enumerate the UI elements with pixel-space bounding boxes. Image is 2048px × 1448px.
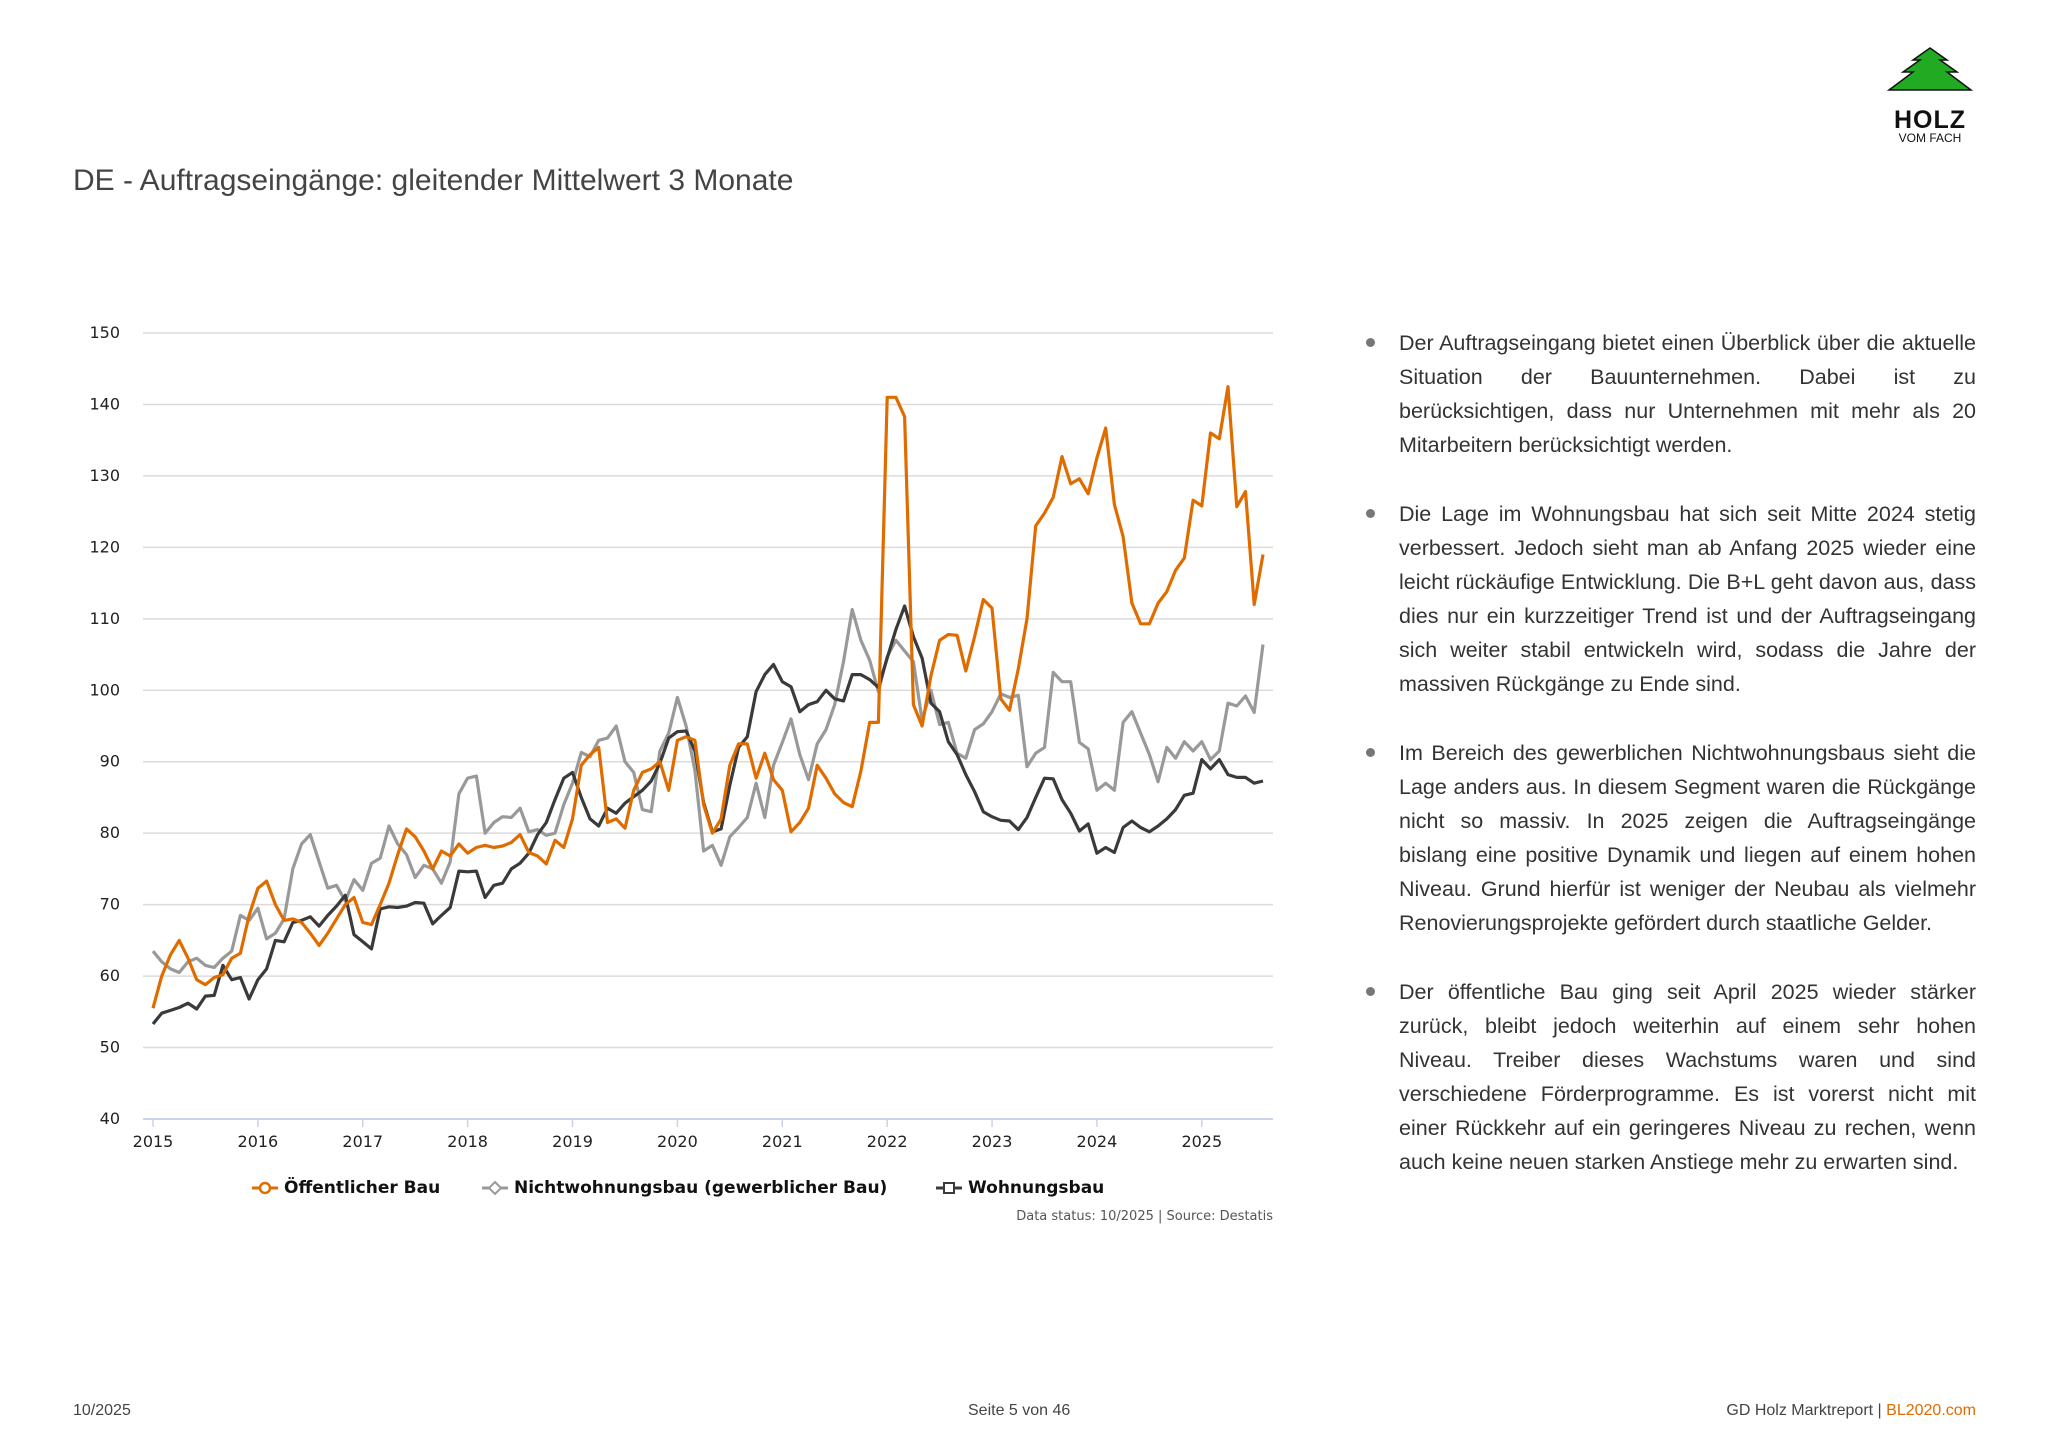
x-tick-label: 2016 <box>238 1132 279 1151</box>
bullet-item: Der öffentliche Bau ging seit April 2025… <box>1366 975 1976 1179</box>
x-tick-label: 2020 <box>657 1132 698 1151</box>
bullet-text: Die Lage im Wohnungsbau hat sich seit Mi… <box>1399 502 1976 696</box>
footer-date: 10/2025 <box>73 1402 131 1419</box>
page-title: DE - Auftragseingänge: gleitender Mittel… <box>73 164 794 197</box>
legend-label: Öffentlicher Bau <box>284 1178 441 1198</box>
y-tick-label: 50 <box>100 1038 120 1057</box>
x-tick-label: 2021 <box>762 1132 803 1151</box>
x-tick-label: 2023 <box>972 1132 1013 1151</box>
series-line-0 <box>151 385 1265 1009</box>
footer-report: GD Holz Marktreport | BL2020.com <box>1726 1402 1976 1420</box>
legend-label: Wohnungsbau <box>968 1178 1105 1198</box>
commentary-list: Der Auftragseingang bietet einen Überbli… <box>1366 326 1976 1214</box>
x-tick-label: 2015 <box>133 1132 174 1151</box>
bullet-text: Im Bereich des gewerblichen Nichtwohnung… <box>1399 741 1976 935</box>
legend-item-oeffentlicher-bau[interactable]: Öffentlicher Bau <box>252 1178 440 1198</box>
y-tick-label: 40 <box>100 1109 120 1128</box>
diamond-marker-icon <box>482 1180 508 1196</box>
y-tick-label: 150 <box>89 323 120 342</box>
legend-item-nichtwohnungsbau[interactable]: Nichtwohnungsbau (gewerblicher Bau) <box>482 1178 887 1198</box>
y-tick-label: 110 <box>89 609 120 628</box>
source-note: Data status: 10/2025 | Source: Destatis <box>1016 1209 1273 1224</box>
y-tick-label: 100 <box>89 680 120 699</box>
bullet-item: Im Bereich des gewerblichen Nichtwohnung… <box>1366 736 1976 940</box>
y-tick-label: 130 <box>89 466 120 485</box>
square-marker-icon <box>936 1182 962 1194</box>
x-tick-label: 2025 <box>1181 1132 1222 1151</box>
bullet-icon <box>1366 509 1375 518</box>
circle-marker-icon <box>252 1181 278 1195</box>
x-tick-label: 2018 <box>447 1132 488 1151</box>
tree-icon <box>1886 47 1974 91</box>
bullet-icon <box>1366 748 1375 757</box>
y-tick-label: 70 <box>100 895 120 914</box>
bullet-icon <box>1366 987 1375 996</box>
bullet-text: Der Auftragseingang bietet einen Überbli… <box>1399 331 1976 457</box>
x-tick-label: 2017 <box>342 1132 383 1151</box>
y-tick-label: 80 <box>100 823 120 842</box>
y-tick-label: 90 <box>100 752 120 771</box>
bullet-icon <box>1366 338 1375 347</box>
y-tick-label: 120 <box>89 537 120 556</box>
logo-subtext: VOM FACH <box>1898 131 1962 145</box>
logo-text: HOLZ <box>1893 106 1967 134</box>
series-line-1 <box>151 607 1265 975</box>
bullet-text: Der öffentliche Bau ging seit April 2025… <box>1399 980 1976 1174</box>
legend-label: Nichtwohnungsbau (gewerblicher Bau) <box>514 1178 888 1198</box>
line-chart: 40 50 60 70 80 90 100 110 120 130 140 150 2015 2016 20… <box>89 323 1273 1151</box>
bullet-item: Der Auftragseingang bietet einen Überbli… <box>1366 326 1976 462</box>
footer-page-number: Seite 5 von 46 <box>968 1402 1071 1419</box>
footer-report-name: GD Holz Marktreport | <box>1726 1402 1887 1419</box>
footer-site-link[interactable]: BL2020.com <box>1886 1402 1976 1419</box>
y-tick-label: 140 <box>89 394 120 413</box>
bullet-item: Die Lage im Wohnungsbau hat sich seit Mi… <box>1366 497 1976 701</box>
x-tick-label: 2022 <box>867 1132 908 1151</box>
legend-item-wohnungsbau[interactable]: Wohnungsbau <box>936 1178 1104 1198</box>
x-tick-label: 2019 <box>552 1132 593 1151</box>
y-tick-label: 60 <box>100 966 120 985</box>
x-tick-label: 2024 <box>1077 1132 1118 1151</box>
holz-vom-fach-logo: HOLZ VOM FACH <box>1880 46 1980 150</box>
